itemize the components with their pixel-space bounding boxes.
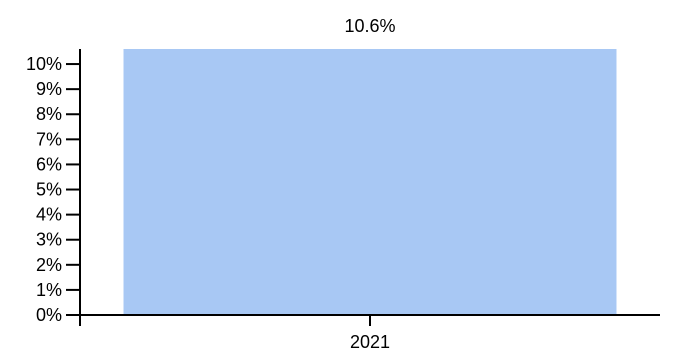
data-labels-layer: 10.6%	[344, 16, 395, 36]
x-axis: 2021	[66, 314, 660, 350]
y-tick-label-10: 10%	[26, 54, 62, 74]
y-tick-label-5: 5%	[36, 180, 62, 200]
y-tick-label-3: 3%	[36, 230, 62, 250]
y-tick-label-9: 9%	[36, 79, 62, 99]
x-tick-label-2021: 2021	[350, 332, 390, 350]
bars-layer	[123, 49, 617, 315]
y-tick-label-2: 2%	[36, 255, 62, 275]
y-tick-label-1: 1%	[36, 280, 62, 300]
y-tick-label-7: 7%	[36, 129, 62, 149]
bar-2021	[123, 49, 617, 315]
y-tick-label-0: 0%	[36, 305, 62, 325]
y-tick-label-6: 6%	[36, 154, 62, 174]
y-tick-label-8: 8%	[36, 104, 62, 124]
y-tick-label-4: 4%	[36, 205, 62, 225]
y-axis: 0% 1% 2% 3% 4% 5% 6% 7% 8% 9% 10%	[26, 49, 81, 326]
data-label-2021: 10.6%	[344, 16, 395, 36]
